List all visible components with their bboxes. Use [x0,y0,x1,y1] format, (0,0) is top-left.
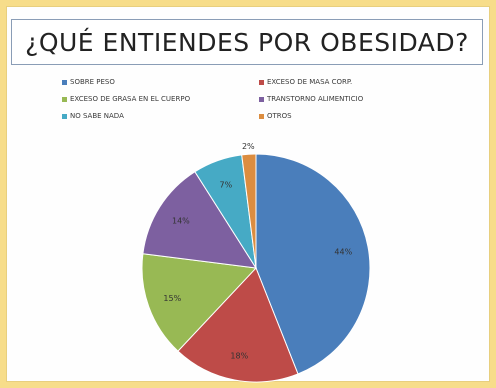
legend-entry-no-sabe: NO SABE NADA [62,112,124,120]
legend-entry-exceso-grasa: EXCESO DE GRASA EN EL CUERPO [62,95,190,103]
legend-swatch [259,79,264,85]
pie-slice-sobre-peso [255,153,371,375]
pie-slice-otros [241,153,257,269]
chart-slide: ¿QUÉ ENTIENDES POR OBESIDAD? SOBRE PESO … [6,6,490,383]
data-label-exceso-masa: 18% [230,351,248,360]
title-box: ¿QUÉ ENTIENDES POR OBESIDAD? [11,19,483,65]
legend-label: SOBRE PESO [70,78,115,86]
data-label-no-sabe: 7% [220,180,233,189]
legend-label: OTROS [267,112,292,120]
chart-title: ¿QUÉ ENTIENDES POR OBESIDAD? [25,27,469,57]
legend-entry-sobre-peso: SOBRE PESO [62,78,115,86]
legend-label: EXCESO DE MASA CORP. [267,78,353,86]
legend-label: NO SABE NADA [70,112,124,120]
legend-swatch [259,113,264,119]
pie-chart: 44% 18% 15% 14% 7% 2% [141,142,371,383]
legend-swatch [62,96,67,102]
legend-swatch [259,96,264,102]
legend-entry-otros: OTROS [259,112,292,120]
data-label-transtorno: 14% [172,216,190,225]
legend-entry-exceso-masa: EXCESO DE MASA CORP. [259,78,352,86]
pie-slice-transtorno [142,171,257,269]
pie-slice-exceso-masa [177,267,299,383]
legend-label: EXCESO DE GRASA EN EL CUERPO [70,95,191,103]
legend-swatch [62,113,67,119]
legend-label: TRANSTORNO ALIMENTICIO [267,95,364,103]
legend-entry-transtorno: TRANSTORNO ALIMENTICIO [259,95,363,103]
pie-slice-exceso-grasa [141,253,258,352]
legend-swatch [62,79,67,85]
data-label-otros: 2% [242,142,255,151]
data-label-sobre-peso: 44% [334,247,352,256]
data-label-exceso-grasa: 15% [163,294,181,303]
